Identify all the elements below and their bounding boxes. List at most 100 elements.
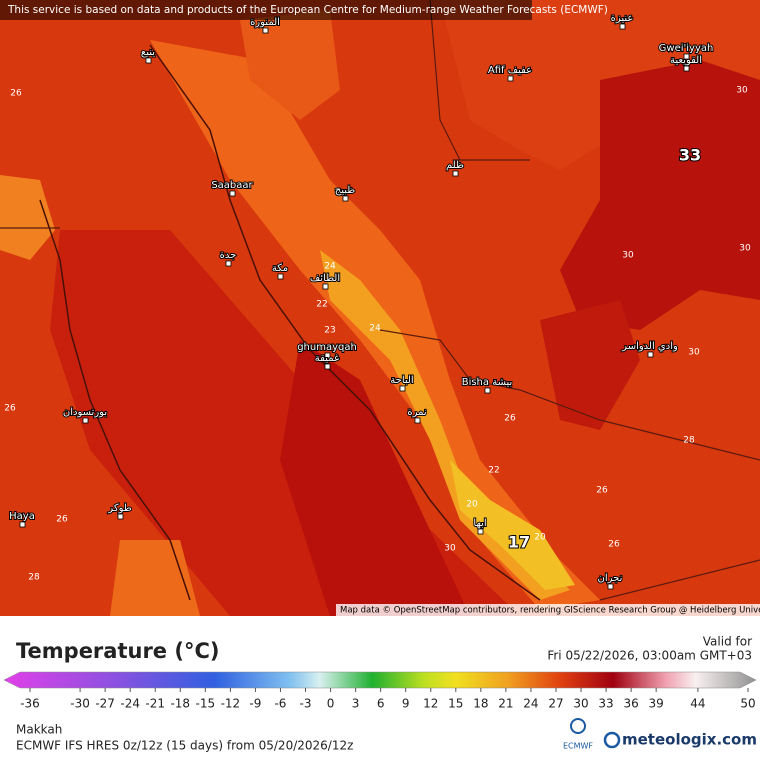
place-marker — [262, 27, 269, 34]
place-label: Saabaar — [211, 180, 253, 191]
tick-label: -27 — [95, 697, 115, 711]
place-marker — [324, 363, 331, 370]
tick-label: 15 — [448, 697, 463, 711]
place-marker — [452, 170, 459, 177]
coastline — [39, 199, 191, 601]
color-bar — [3, 671, 757, 689]
tick-label: 6 — [377, 697, 385, 711]
place-label: ينبع — [141, 47, 155, 58]
place-label: عنيزة — [611, 13, 634, 24]
tick-label: 36 — [623, 697, 638, 711]
place-marker — [683, 53, 690, 60]
place-marker — [683, 65, 690, 72]
credit-bg — [336, 604, 760, 616]
map: This service is based on data and produc… — [0, 0, 760, 616]
place-label: الباحة — [390, 375, 413, 386]
meteologix-text[interactable]: meteologix.com — [622, 731, 757, 749]
place-label: غميقة — [315, 353, 339, 364]
red-sea — [280, 340, 470, 616]
place-marker — [322, 283, 329, 290]
contour-label: 24 — [369, 324, 381, 334]
contour-label: 26 — [4, 404, 16, 414]
place-label: طوكر — [107, 503, 131, 514]
contour-label: 26 — [596, 486, 608, 496]
tick-label: -9 — [249, 697, 261, 711]
tick-label: -15 — [196, 697, 216, 711]
attribution-bg — [0, 0, 532, 20]
map-credit: Map data © OpenStreetMap contributors, r… — [340, 606, 760, 616]
place-marker — [399, 385, 406, 392]
meteologix-logo — [603, 731, 621, 749]
highlands — [240, 10, 340, 120]
border — [0, 0, 760, 601]
contour-label: 20 — [534, 533, 546, 543]
place-marker — [277, 273, 284, 280]
place-label: نجران — [598, 573, 623, 584]
valid-label: Valid for — [703, 635, 752, 649]
contour-label: 24 — [324, 262, 336, 272]
place-marker — [647, 351, 654, 358]
place-label: مكة — [272, 263, 288, 274]
place-marker — [82, 417, 89, 424]
valid-time: Fri 05/22/2026, 03:00am GMT+03 — [547, 649, 752, 663]
place-label: بورتسودان — [63, 407, 107, 418]
contour-label: 28 — [683, 436, 695, 446]
place-marker — [229, 190, 236, 197]
tick-label: 24 — [523, 697, 538, 711]
contour-label: 20 — [466, 500, 478, 510]
place-label: ghumayqah — [297, 342, 357, 353]
place-marker — [145, 57, 152, 64]
place-label: ظبيج — [335, 185, 355, 196]
tick-label: 27 — [548, 697, 563, 711]
tick-label: -30 — [70, 697, 90, 711]
tick-label: -6 — [274, 697, 286, 711]
tick-label: 39 — [649, 697, 664, 711]
place-label: الطائف — [310, 273, 340, 284]
ecmwf-text: ECMWF — [563, 742, 593, 751]
place-marker — [607, 583, 614, 590]
place-marker — [117, 513, 124, 520]
place-label: نمرة — [407, 407, 426, 418]
contour-label: 23 — [324, 326, 335, 336]
coast-warm — [110, 540, 200, 616]
contour-label: 28 — [28, 573, 40, 583]
model-info: ECMWF IFS HRES 0z/12z (15 days) from 05/… — [16, 739, 353, 753]
place-label: ظلم — [446, 160, 464, 171]
tick-label: -12 — [221, 697, 241, 711]
tick-label: 9 — [402, 697, 410, 711]
place-label: المنورة — [250, 17, 280, 28]
place-label: جدة — [220, 250, 237, 261]
tick-label: 0 — [327, 697, 335, 711]
place-label: ابها — [473, 518, 486, 529]
place-label: Haya — [9, 511, 35, 522]
escarpment — [450, 460, 575, 590]
tick-label: 21 — [498, 697, 513, 711]
place-marker — [225, 260, 232, 267]
extreme-label: 33 — [679, 146, 701, 165]
tick-label: -36 — [20, 697, 40, 711]
contour-label: 30 — [739, 244, 751, 254]
place-marker — [342, 195, 349, 202]
place-marker — [619, 23, 626, 30]
tick-label: 33 — [598, 697, 613, 711]
place-label: Afif عفيف — [488, 65, 532, 76]
place-marker — [19, 521, 26, 528]
extreme-label: 17 — [508, 533, 530, 552]
tick-label: -21 — [145, 697, 165, 711]
tick-label: -24 — [120, 697, 140, 711]
place-marker — [477, 528, 484, 535]
tick-label: 18 — [473, 697, 488, 711]
ecmwf-logo — [570, 718, 586, 734]
contour-label: 30 — [688, 348, 700, 358]
tick-label: 12 — [423, 697, 438, 711]
place-label: Gwei'iyyah — [659, 43, 714, 54]
contour-label: 26 — [10, 89, 22, 99]
location: Makkah — [16, 723, 62, 737]
tick-label: -3 — [300, 697, 312, 711]
coast-warm — [0, 175, 55, 260]
coastline — [149, 44, 541, 601]
contour-label: 30 — [444, 544, 456, 554]
tick-label: 3 — [352, 697, 360, 711]
place-label: Bisha بيشة — [462, 377, 513, 388]
